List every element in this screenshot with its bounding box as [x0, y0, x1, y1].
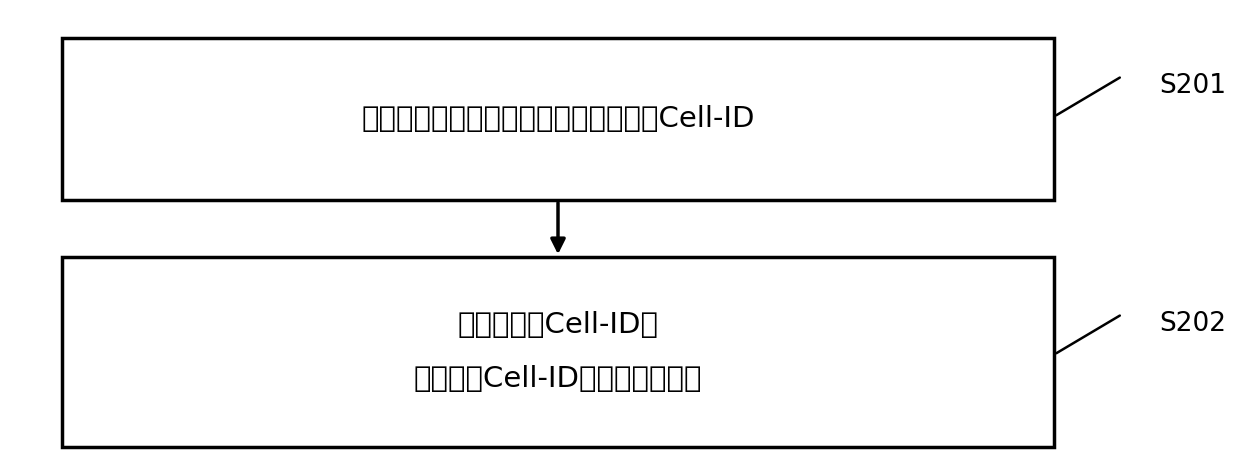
FancyBboxPatch shape [62, 38, 1054, 200]
Text: S202: S202 [1159, 311, 1226, 337]
Text: 确定待定位移动终端的当前服务小区的Cell-ID: 确定待定位移动终端的当前服务小区的Cell-ID [361, 105, 755, 133]
Text: 基于确定的Cell-ID，
确定出该Cell-ID对应基站的位置: 基于确定的Cell-ID， 确定出该Cell-ID对应基站的位置 [414, 311, 702, 394]
FancyBboxPatch shape [62, 257, 1054, 447]
Text: S201: S201 [1159, 73, 1226, 99]
